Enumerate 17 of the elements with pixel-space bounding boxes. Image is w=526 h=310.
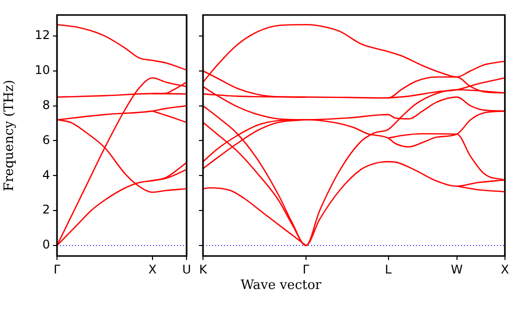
y-tick-label: 10	[34, 63, 50, 78]
x-tick-label: Γ	[54, 262, 61, 276]
x-tick-label: X	[148, 262, 157, 276]
y-tick-label: 4	[42, 168, 50, 182]
y-tick-label: 8	[42, 98, 50, 112]
y-tick-label: 12	[34, 28, 50, 42]
x-tick-label: X	[500, 262, 510, 276]
y-tick-label: 2	[42, 202, 50, 217]
y-tick-label: 0	[42, 238, 50, 252]
x-tick-label: L	[384, 262, 392, 276]
x-tick-label: W	[450, 262, 463, 276]
y-axis-title: Frequency (THz)	[2, 80, 18, 192]
x-tick-label: K	[199, 262, 208, 276]
x-axis-title: Wave vector	[240, 278, 322, 293]
x-tick-label: Γ	[302, 262, 310, 276]
y-tick-label: 6	[42, 132, 50, 147]
x-tick-label: U	[182, 262, 192, 276]
